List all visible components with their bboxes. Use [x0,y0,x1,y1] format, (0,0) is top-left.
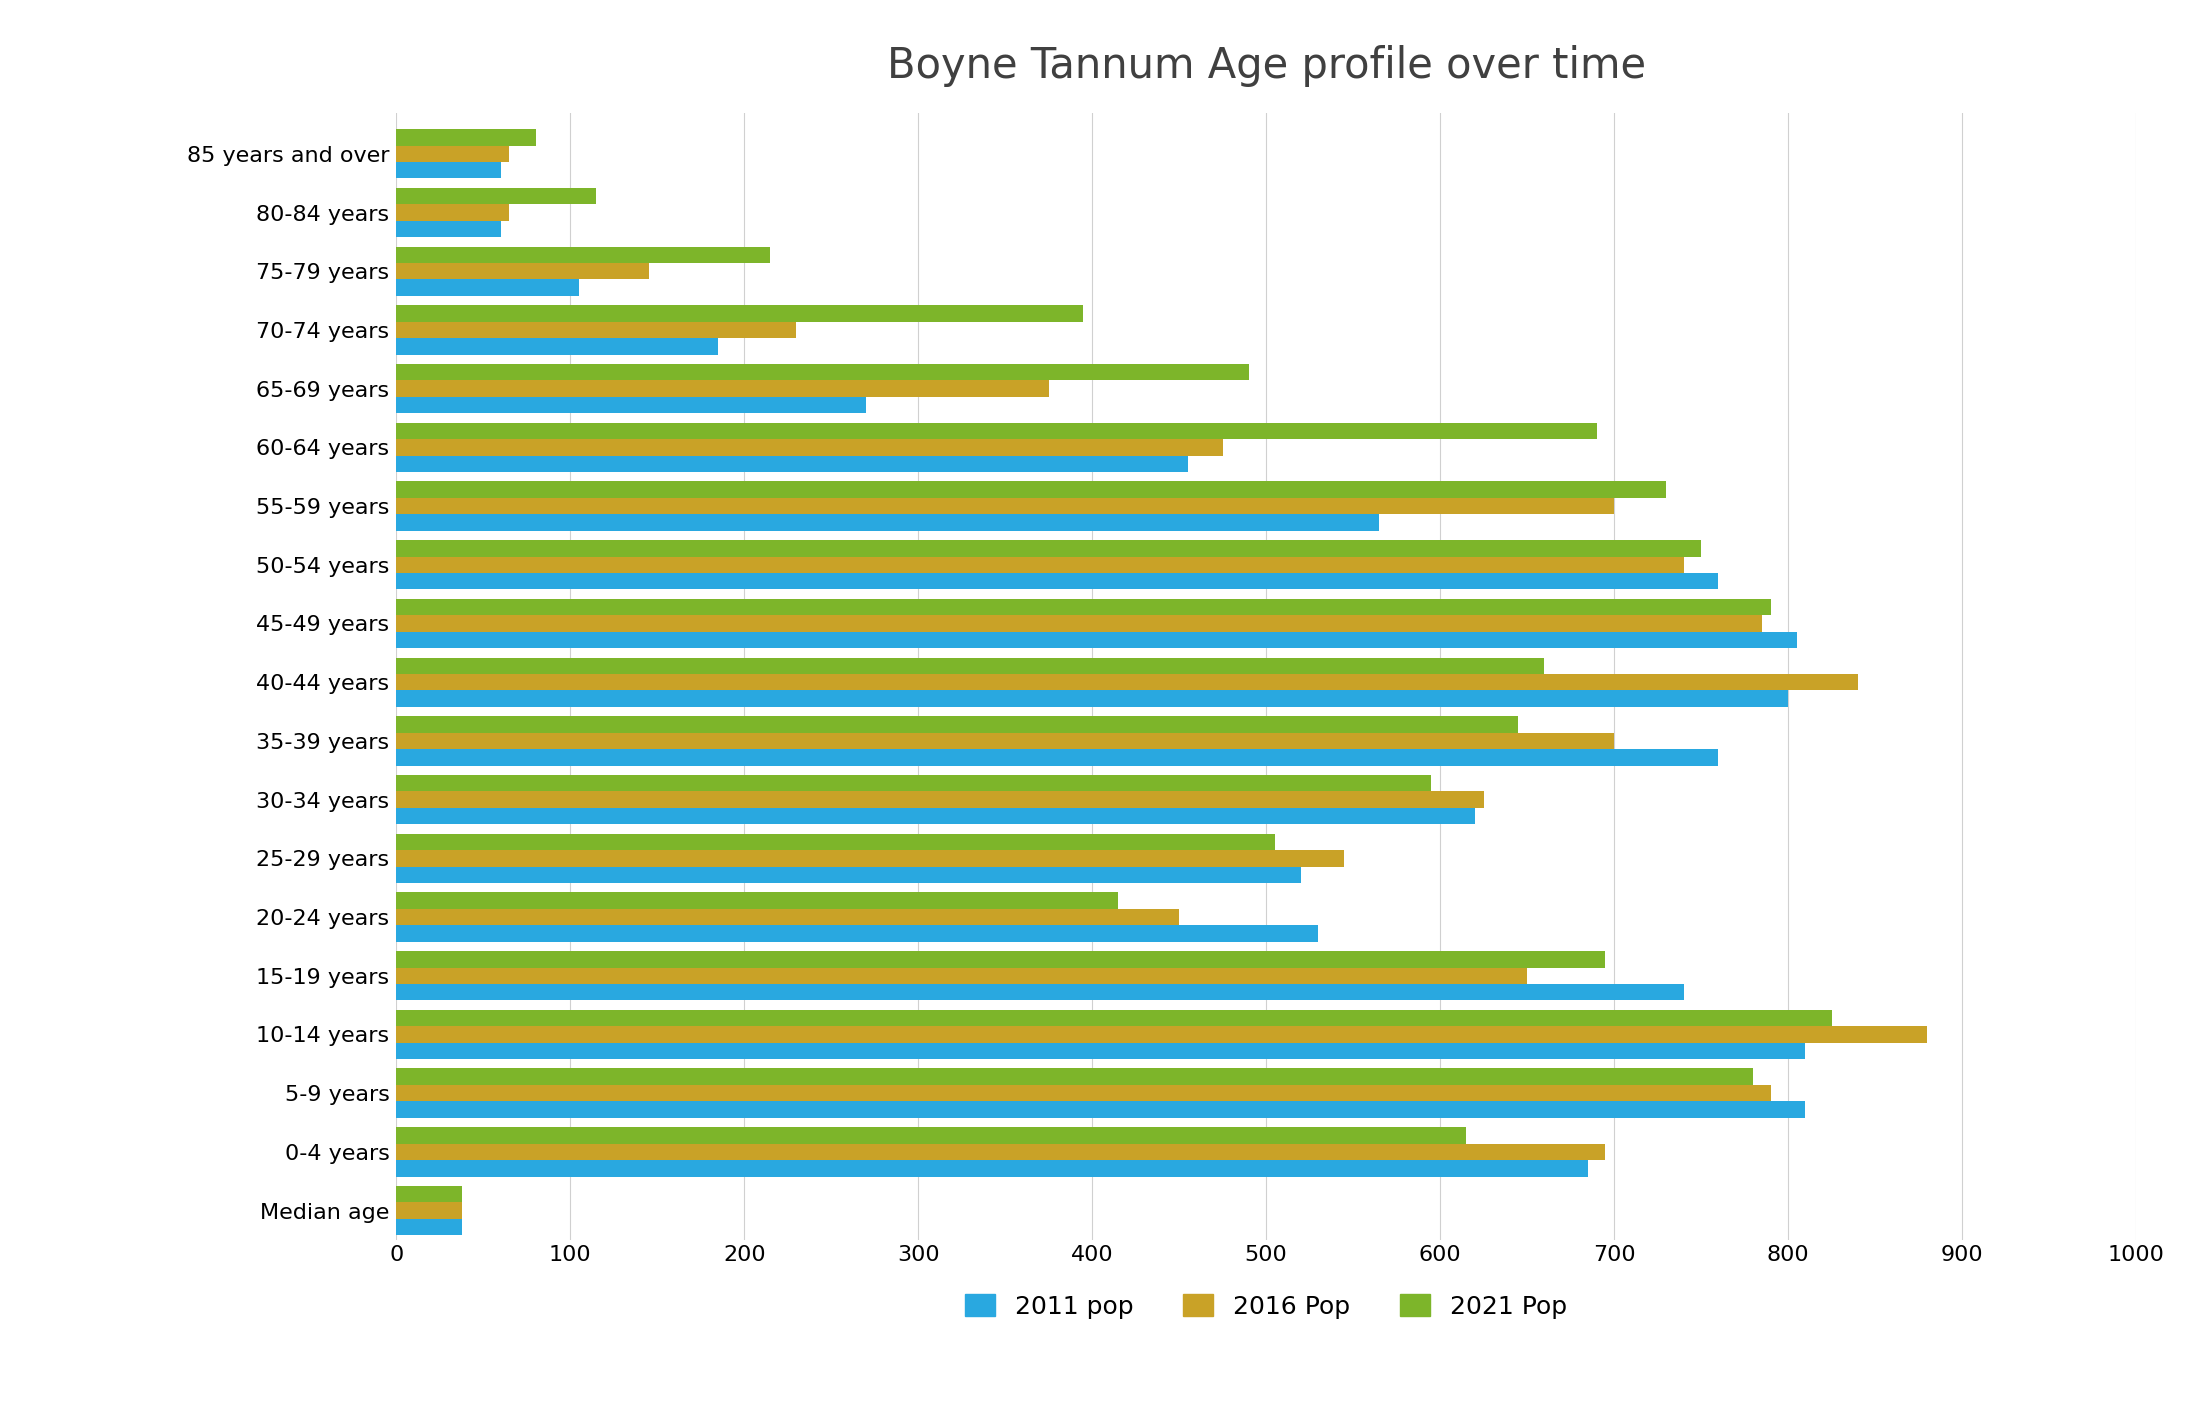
Bar [396,1026,1927,1043]
Bar [396,397,865,413]
Bar [396,716,1519,733]
Bar [396,1043,1806,1060]
Bar [396,1010,1832,1026]
Bar [396,440,1222,455]
Bar [396,187,597,204]
Bar [396,892,1119,909]
Bar [396,482,1667,497]
Bar [396,557,1685,573]
Bar [396,1127,1467,1144]
Bar [396,775,1431,792]
Bar [396,1068,1753,1085]
Bar [396,1102,1806,1117]
Bar [396,338,718,355]
Bar [396,834,1275,850]
Bar [396,983,1685,1000]
Bar [396,455,1187,472]
Bar [396,1160,1588,1177]
Bar [396,514,1378,531]
Bar [396,674,1858,690]
Bar [396,750,1718,765]
Bar [396,690,1788,707]
Bar [396,221,500,237]
Bar [396,968,1528,983]
Bar [396,850,1345,867]
Bar [396,1219,462,1236]
Legend: 2011 pop, 2016 Pop, 2021 Pop: 2011 pop, 2016 Pop, 2021 Pop [956,1284,1577,1329]
Title: Boyne Tannum Age profile over time: Boyne Tannum Age profile over time [887,45,1645,87]
Bar [396,573,1718,589]
Bar [396,631,1797,648]
Bar [396,1202,462,1219]
Bar [396,807,1475,824]
Bar [396,599,1770,616]
Bar [396,616,1762,631]
Bar [396,951,1605,968]
Bar [396,263,650,279]
Bar [396,792,1484,807]
Bar [396,247,771,263]
Bar [396,204,509,221]
Bar [396,423,1596,440]
Bar [396,321,797,338]
Bar [396,279,579,296]
Bar [396,733,1614,750]
Bar [396,497,1614,514]
Bar [396,380,1048,397]
Bar [396,306,1083,321]
Bar [396,926,1319,941]
Bar [396,1085,1770,1102]
Bar [396,540,1700,557]
Bar [396,1186,462,1202]
Bar [396,364,1249,380]
Bar [396,658,1544,674]
Bar [396,1144,1605,1160]
Bar [396,162,500,179]
Bar [396,145,509,162]
Bar [396,909,1178,926]
Bar [396,130,535,145]
Bar [396,867,1301,883]
